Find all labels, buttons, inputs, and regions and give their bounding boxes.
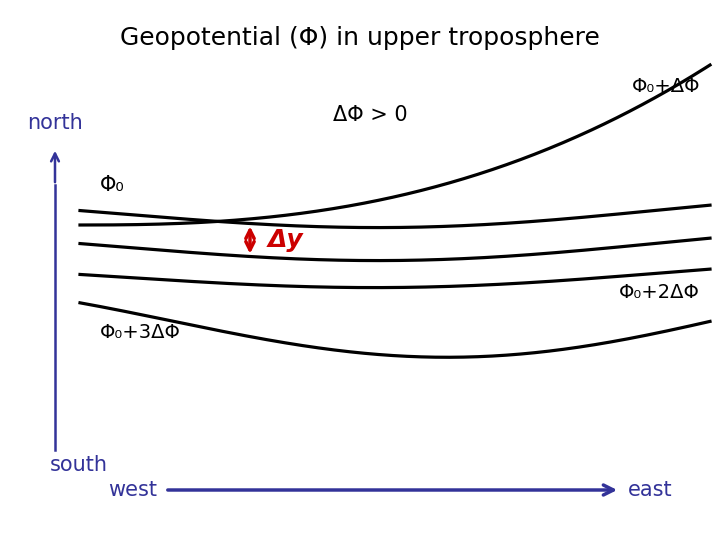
Text: south: south	[50, 455, 108, 475]
Text: Φ₀+ΔΦ: Φ₀+ΔΦ	[631, 77, 700, 96]
Text: Δy: Δy	[268, 228, 304, 252]
Text: west: west	[108, 480, 157, 500]
Text: Φ₀+3ΔΦ: Φ₀+3ΔΦ	[100, 323, 181, 342]
Text: Geopotential (Φ) in upper troposphere: Geopotential (Φ) in upper troposphere	[120, 26, 600, 50]
Text: east: east	[628, 480, 672, 500]
Text: north: north	[27, 113, 83, 133]
Text: ΔΦ > 0: ΔΦ > 0	[333, 105, 408, 125]
Text: Φ₀+2ΔΦ: Φ₀+2ΔΦ	[619, 283, 700, 302]
Text: Φ₀: Φ₀	[100, 175, 125, 195]
